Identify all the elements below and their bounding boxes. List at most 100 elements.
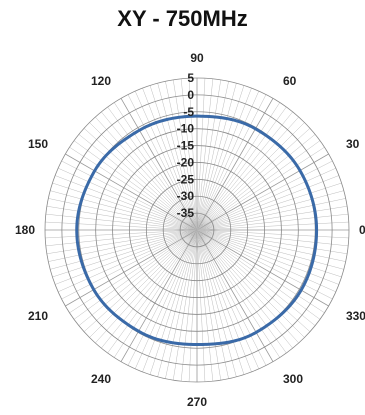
grid-spoke xyxy=(69,229,198,313)
grid-spoke xyxy=(196,229,222,381)
grid-spoke xyxy=(45,213,198,231)
grid-spoke xyxy=(58,167,198,231)
angle-tick-label: 330 xyxy=(346,309,365,323)
angle-tick-labels: 0 30 60 90 120 150 180 210 240 270 300 330 xyxy=(15,51,365,409)
angle-tick-label: 180 xyxy=(15,223,35,237)
grid-spoke xyxy=(196,147,325,231)
grid-spoke xyxy=(196,106,287,231)
grid-spoke xyxy=(196,153,329,231)
grid-spoke xyxy=(196,175,339,231)
series-line-0 xyxy=(75,114,319,347)
radial-tick-label: -15 xyxy=(177,139,195,153)
grid-spoke xyxy=(196,229,299,344)
grid-spoke xyxy=(196,229,237,377)
radial-tick-label: -20 xyxy=(177,155,195,169)
grid-spoke xyxy=(196,229,267,366)
grid-spoke xyxy=(196,229,305,338)
grid-spoke xyxy=(196,229,329,307)
grid-spoke xyxy=(45,229,198,247)
radial-tick-label: 5 xyxy=(187,71,194,85)
grid-spoke xyxy=(78,229,198,326)
grid-spoke xyxy=(196,229,346,262)
grid-spoke xyxy=(172,79,198,231)
grid-spoke xyxy=(114,229,198,358)
grid-spoke xyxy=(46,205,198,231)
grid-spoke xyxy=(46,229,198,255)
grid-spoke xyxy=(149,229,198,375)
grid-spoke xyxy=(196,83,237,231)
grid-spoke xyxy=(196,198,346,231)
grid-spoke xyxy=(83,229,198,332)
grid-spoke xyxy=(157,83,198,231)
grid-spoke xyxy=(196,213,349,231)
grid-spoke xyxy=(52,182,198,231)
grid-ring xyxy=(179,212,215,248)
grid-spoke xyxy=(196,229,311,332)
grid-spoke xyxy=(196,78,206,231)
radial-tick-label: -30 xyxy=(177,189,195,203)
grid-spoke xyxy=(95,229,198,344)
grid-spoke xyxy=(196,229,349,239)
grid-spoke xyxy=(196,134,316,231)
grid-spoke xyxy=(196,229,280,358)
grid-spoke xyxy=(196,79,222,231)
grid-spoke xyxy=(196,229,325,313)
grid-spoke xyxy=(196,229,336,293)
grid-spoke xyxy=(50,190,198,231)
angle-tick-label: 0 xyxy=(359,223,365,237)
grid-spoke xyxy=(196,229,245,375)
grid-spoke xyxy=(83,128,198,231)
grid-spoke xyxy=(95,116,198,231)
grid-spoke xyxy=(48,229,198,262)
grid-spoke xyxy=(196,205,348,231)
grid-spoke xyxy=(65,153,198,231)
grid-spoke xyxy=(172,229,198,381)
grid-spoke xyxy=(61,160,198,231)
grid-spoke xyxy=(142,88,198,231)
grid-spoke xyxy=(101,111,198,231)
angle-tick-label: 30 xyxy=(346,137,360,151)
radial-tick-label: -10 xyxy=(177,122,195,136)
angle-tick-label: 300 xyxy=(283,372,303,386)
grid-spoke xyxy=(196,182,342,231)
grid-spoke xyxy=(157,229,198,377)
grid-spoke xyxy=(196,221,349,231)
grid-spoke xyxy=(196,229,214,382)
grid-spoke xyxy=(48,198,198,231)
grid-spoke xyxy=(52,229,198,278)
angle-tick-label: 240 xyxy=(91,372,111,386)
grid-ring xyxy=(129,162,265,298)
grid-ring xyxy=(95,128,299,332)
angle-tick-label: 60 xyxy=(283,74,297,88)
grid-spoke xyxy=(120,229,198,362)
grid-ring xyxy=(61,94,333,366)
grid-ring xyxy=(162,195,232,265)
grid-spoke xyxy=(196,229,287,354)
radial-tick-labels: 5 0 -5 -10 -15 -20 -25 -30 -35 xyxy=(177,71,195,220)
grid-spoke xyxy=(196,116,299,231)
radial-tick-label: -35 xyxy=(177,206,195,220)
grid-spoke xyxy=(69,147,198,231)
grid-spoke xyxy=(196,140,321,231)
grid-spoke xyxy=(73,140,198,231)
grid-spoke xyxy=(196,88,252,231)
grid-spoke xyxy=(196,81,229,231)
grid-spoke xyxy=(196,167,336,231)
grid-spoke xyxy=(55,229,198,285)
grid-spoke xyxy=(196,85,245,231)
angle-tick-label: 120 xyxy=(91,74,111,88)
grid-spokes xyxy=(45,78,349,382)
grid-spoke xyxy=(196,111,293,231)
grid-spoke xyxy=(196,229,206,382)
grid-spoke xyxy=(196,160,333,231)
grid-spoke xyxy=(196,229,274,362)
grid-spoke xyxy=(196,229,344,270)
grid-spoke xyxy=(165,229,198,379)
grid-spoke xyxy=(142,229,198,372)
grid-spoke xyxy=(196,229,321,320)
grid-spoke xyxy=(107,229,198,354)
grid-spoke xyxy=(196,229,348,255)
grid-spoke xyxy=(89,229,198,338)
grid-spoke xyxy=(196,229,293,349)
